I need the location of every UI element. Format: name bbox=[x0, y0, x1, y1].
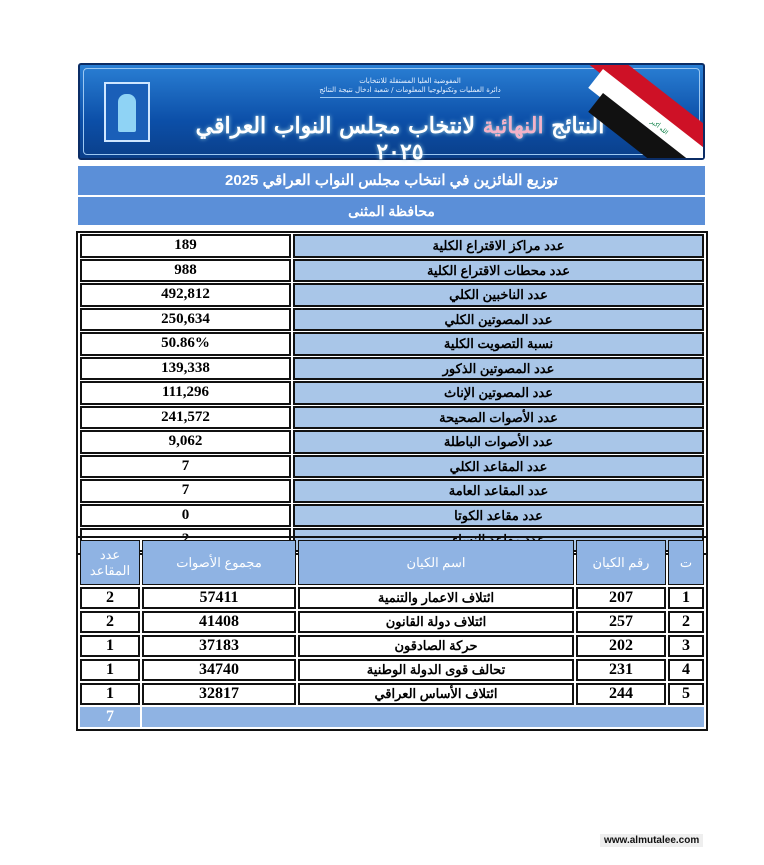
stat-row: 250,634 عدد المصوتين الكلي bbox=[80, 307, 704, 331]
col-votes: مجموع الأصوات bbox=[142, 540, 296, 585]
iraq-flag-icon: الله أكبر bbox=[583, 65, 703, 158]
total-seats: 7 bbox=[80, 707, 140, 727]
stat-row: 111,296 عدد المصوتين الإناث bbox=[80, 381, 704, 405]
table-row: 1 37183 حركة الصادقون 202 3 bbox=[80, 635, 704, 657]
entity-name-cell: تحالف قوى الدولة الوطنية bbox=[298, 659, 574, 681]
table-row: 2 57411 ائتلاف الاعمار والتنمية 207 1 bbox=[80, 587, 704, 609]
index-cell: 5 bbox=[668, 683, 704, 705]
stat-value: 9,062 bbox=[80, 430, 291, 454]
authority-text: المفوضية العليا المستقلة للانتخابات دائرة… bbox=[310, 77, 510, 100]
stat-value: 241,572 bbox=[80, 405, 291, 429]
page-title: توزيع الفائزين في انتخاب مجلس النواب الع… bbox=[78, 166, 705, 195]
stat-row: 492,812 عدد الناخبين الكلي bbox=[80, 283, 704, 307]
stat-label: عدد الناخبين الكلي bbox=[293, 283, 704, 307]
col-name: اسم الكيان bbox=[298, 540, 574, 585]
votes-cell: 57411 bbox=[142, 587, 296, 609]
index-cell: 4 bbox=[668, 659, 704, 681]
index-cell: 1 bbox=[668, 587, 704, 609]
stat-value: 0 bbox=[80, 503, 291, 527]
banner: المفوضية العليا المستقلة للانتخابات دائرة… bbox=[78, 63, 705, 165]
stat-row: 9,062 عدد الأصوات الباطلة bbox=[80, 430, 704, 454]
table-row: 1 32817 ائتلاف الأساس العراقي 244 5 bbox=[80, 683, 704, 705]
seats-cell: 1 bbox=[80, 659, 140, 681]
results-table: عدد المقاعد مجموع الأصوات اسم الكيان رقم… bbox=[76, 536, 708, 731]
stat-row: 241,572 عدد الأصوات الصحيحة bbox=[80, 405, 704, 429]
stat-label: عدد المقاعد العامة bbox=[293, 479, 704, 503]
entity-name-cell: ائتلاف دولة القانون bbox=[298, 611, 574, 633]
stat-label: عدد المصوتين الذكور bbox=[293, 356, 704, 380]
stat-label: عدد الأصوات الصحيحة bbox=[293, 405, 704, 429]
votes-cell: 41408 bbox=[142, 611, 296, 633]
table-row: 2 41408 ائتلاف دولة القانون 257 2 bbox=[80, 611, 704, 633]
stat-value: 7 bbox=[80, 479, 291, 503]
entity-number-cell: 231 bbox=[576, 659, 666, 681]
stat-row: 139,338 عدد المصوتين الذكور bbox=[80, 356, 704, 380]
entity-number-cell: 244 bbox=[576, 683, 666, 705]
entity-name-cell: ائتلاف الاعمار والتنمية bbox=[298, 587, 574, 609]
stat-row: 189 عدد مراكز الاقتراع الكلية bbox=[80, 234, 704, 258]
seats-cell: 1 bbox=[80, 635, 140, 657]
total-row: 7 bbox=[80, 707, 704, 727]
province-title: محافظة المثنى bbox=[78, 197, 705, 225]
entity-number-cell: 257 bbox=[576, 611, 666, 633]
stat-value: 988 bbox=[80, 258, 291, 282]
stat-label: عدد مراكز الاقتراع الكلية bbox=[293, 234, 704, 258]
stat-row: 50.86% نسبة التصويت الكلية bbox=[80, 332, 704, 356]
stat-value: 50.86% bbox=[80, 332, 291, 356]
entity-name-cell: حركة الصادقون bbox=[298, 635, 574, 657]
stat-row: 7 عدد المقاعد الكلي bbox=[80, 454, 704, 478]
table-row: 1 34740 تحالف قوى الدولة الوطنية 231 4 bbox=[80, 659, 704, 681]
stat-label: نسبة التصويت الكلية bbox=[293, 332, 704, 356]
stat-label: عدد مقاعد الكوتا bbox=[293, 503, 704, 527]
col-seats: عدد المقاعد bbox=[80, 540, 140, 585]
stat-label: عدد المصوتين الإناث bbox=[293, 381, 704, 405]
stat-row: 7 عدد المقاعد العامة bbox=[80, 479, 704, 503]
index-cell: 2 bbox=[668, 611, 704, 633]
stat-value: 111,296 bbox=[80, 381, 291, 405]
votes-cell: 34740 bbox=[142, 659, 296, 681]
entity-number-cell: 207 bbox=[576, 587, 666, 609]
seats-cell: 2 bbox=[80, 587, 140, 609]
col-number: رقم الكيان bbox=[576, 540, 666, 585]
stat-label: عدد المقاعد الكلي bbox=[293, 454, 704, 478]
stat-row: 988 عدد محطات الاقتراع الكلية bbox=[80, 258, 704, 282]
commission-logo bbox=[104, 82, 150, 142]
seats-cell: 2 bbox=[80, 611, 140, 633]
stat-value: 139,338 bbox=[80, 356, 291, 380]
seats-cell: 1 bbox=[80, 683, 140, 705]
votes-cell: 32817 bbox=[142, 683, 296, 705]
entity-number-cell: 202 bbox=[576, 635, 666, 657]
banner-title: النتائج النهائية لانتخاب مجلس النواب الع… bbox=[195, 113, 605, 165]
stats-table: 189 عدد مراكز الاقتراع الكلية 988 عدد محطات… bbox=[76, 231, 708, 555]
stat-value: 492,812 bbox=[80, 283, 291, 307]
stat-value: 250,634 bbox=[80, 307, 291, 331]
stat-value: 189 bbox=[80, 234, 291, 258]
watermark: www.almutalee.com bbox=[600, 834, 704, 847]
stat-label: عدد الأصوات الباطلة bbox=[293, 430, 704, 454]
stat-row: 0 عدد مقاعد الكوتا bbox=[80, 503, 704, 527]
entity-name-cell: ائتلاف الأساس العراقي bbox=[298, 683, 574, 705]
stat-value: 7 bbox=[80, 454, 291, 478]
votes-cell: 37183 bbox=[142, 635, 296, 657]
col-index: ت bbox=[668, 540, 704, 585]
stat-label: عدد محطات الاقتراع الكلية bbox=[293, 258, 704, 282]
stat-label: عدد المصوتين الكلي bbox=[293, 307, 704, 331]
index-cell: 3 bbox=[668, 635, 704, 657]
